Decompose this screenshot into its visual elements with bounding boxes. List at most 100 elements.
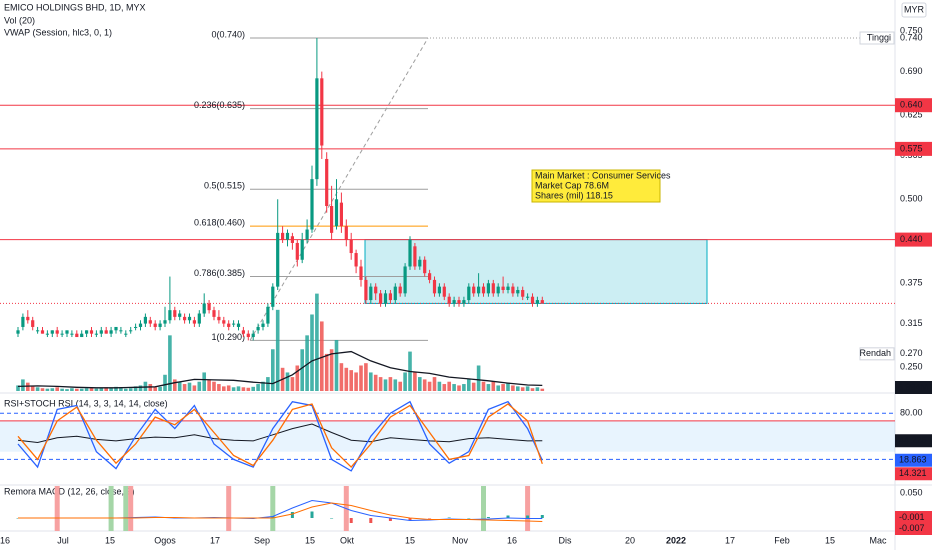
volume-bar: [520, 387, 525, 391]
stoch-d-line: [17, 403, 543, 469]
x-tick-label: 17: [210, 535, 220, 545]
volume-bar: [310, 314, 314, 391]
candle-body: [540, 300, 544, 304]
x-tick-label: Ogos: [154, 535, 176, 545]
volume-bar: [207, 379, 211, 391]
volume-bar: [143, 381, 148, 391]
candle-body: [393, 286, 397, 301]
x-tick-label: Nov: [452, 535, 469, 545]
candle-body: [45, 333, 49, 335]
volume-bar: [452, 384, 456, 391]
candle-body: [212, 310, 216, 317]
value-label-box: [895, 434, 932, 448]
pane-title: Remora MACD (12, 26, close, 9): [4, 486, 135, 496]
volume-bar: [540, 388, 545, 391]
macd-tick-label: 0.050: [900, 487, 923, 497]
candle-body: [134, 326, 138, 328]
candle-body: [251, 333, 255, 338]
volume-bar: [511, 385, 515, 391]
volume-bar: [65, 389, 69, 391]
level-label: 0.575: [900, 143, 923, 153]
x-tick-label: Dis: [559, 535, 572, 545]
rsi-band: [0, 420, 895, 452]
volume-bar: [50, 388, 55, 391]
x-tick-label: 2022: [666, 535, 686, 545]
candle-body: [55, 330, 59, 334]
x-tick-label: 15: [105, 535, 115, 545]
x-tick-label: 15: [305, 535, 315, 545]
volume-bar: [525, 386, 530, 391]
candle-body: [153, 323, 157, 327]
candle-body: [462, 300, 466, 304]
candle-body: [452, 300, 456, 304]
candle-body: [21, 316, 25, 327]
currency[interactable]: MYR: [904, 4, 925, 14]
macd-hist-bar: [467, 518, 471, 519]
candle-body: [119, 330, 123, 332]
volume-bar: [388, 377, 393, 391]
candle-body: [148, 320, 152, 324]
volume-bar: [30, 386, 35, 391]
candle-body: [486, 283, 490, 294]
volume-bar: [241, 387, 246, 391]
macd-hist-bar: [330, 518, 334, 519]
x-tick-label: Jul: [57, 535, 69, 545]
volume-bar: [290, 377, 295, 391]
volume-bar: [462, 384, 466, 391]
level-label: 0.440: [900, 234, 923, 244]
candle-body: [285, 232, 290, 240]
volume-bar: [501, 384, 505, 391]
volume-bar: [471, 382, 476, 391]
volume-bar: [226, 385, 231, 391]
volume-bar: [442, 384, 447, 391]
value-label: 14.321: [899, 468, 927, 478]
macd-hist-bar: [486, 517, 490, 518]
candle-body: [467, 286, 471, 301]
volume-bar: [300, 349, 304, 391]
candle-body: [442, 286, 446, 297]
volume-bar: [320, 321, 324, 391]
macd-hist-bar: [506, 515, 510, 518]
volume-bar: [217, 384, 221, 391]
volume-bar: [486, 384, 491, 391]
candle-body: [266, 306, 270, 324]
candle-body: [334, 199, 339, 227]
volume-bar: [476, 365, 481, 391]
candle-body: [26, 316, 30, 321]
candle-body: [246, 333, 250, 338]
volume-bar: [285, 372, 290, 391]
level-label-box: [895, 98, 932, 113]
annotation-text: Main Market : Consumer Services: [535, 170, 671, 180]
value-label: 18.863: [899, 455, 927, 465]
volume-label: 6.994M: [898, 382, 928, 392]
candle-body: [271, 286, 275, 307]
currency-box[interactable]: [901, 2, 927, 18]
volume-bar: [305, 335, 309, 391]
candle-body: [16, 330, 20, 334]
volume-bar: [457, 385, 461, 391]
volume-bar: [124, 388, 128, 391]
volume-bar: [447, 381, 451, 391]
volume-bar: [256, 384, 260, 391]
volume-bar: [79, 388, 84, 391]
volume-bar: [403, 372, 407, 391]
candle-body: [168, 310, 172, 321]
volume-bar: [231, 387, 236, 391]
candle-body: [344, 226, 348, 240]
chart-title: EMICO HOLDINGS BHD, 1D, MYX: [4, 2, 146, 12]
macd-hist-bar: [310, 511, 314, 518]
candle-body: [31, 320, 35, 327]
fib-label: 0.786(0.385): [194, 268, 245, 278]
signal-band: [54, 486, 60, 531]
candle-body: [403, 266, 407, 294]
annotation-text: Shares (mil) 118.15: [535, 190, 613, 200]
volume-bar: [158, 386, 162, 391]
candle-body: [70, 333, 74, 335]
candle-body: [75, 333, 79, 338]
rsi-line: [17, 423, 543, 444]
volume-bar: [251, 386, 255, 391]
volume-bar: [295, 365, 300, 391]
volume-bar: [359, 365, 363, 391]
candle-body: [109, 330, 113, 334]
zone-box: [364, 239, 708, 304]
